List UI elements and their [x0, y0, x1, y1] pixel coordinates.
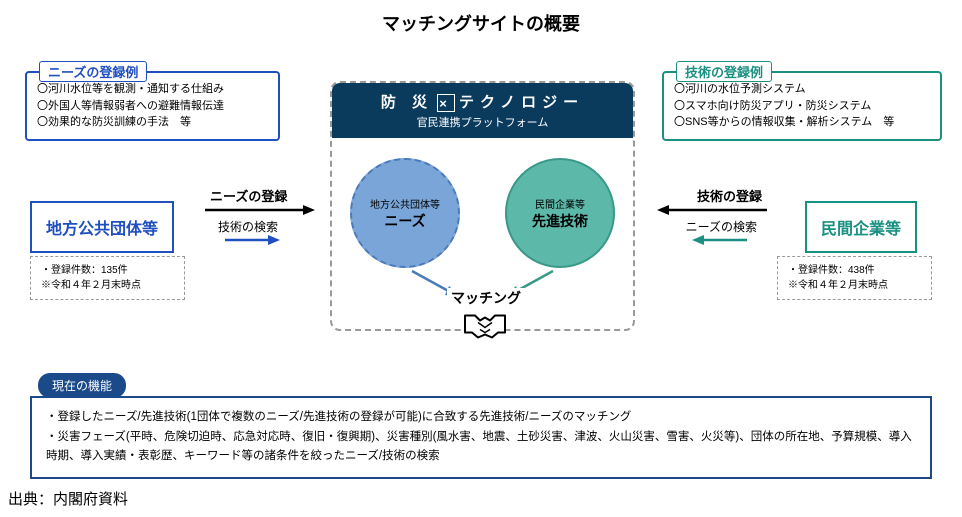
needs-callout-header: ニーズの登録例	[39, 61, 147, 82]
handshake-icon	[460, 305, 510, 345]
functions-badge: 現在の機能	[38, 373, 126, 398]
function-item: ・登録したニーズ/先進技術(1団体で複数のニーズ/先進技術の登録が可能)に合致す…	[46, 408, 916, 428]
local-gov-entity: 地方公共団体等	[30, 201, 174, 253]
needs-example-item: 〇河川水位等を観測・通知する仕組み	[37, 81, 268, 98]
needs-examples-callout: ニーズの登録例 〇河川水位等を観測・通知する仕組み 〇外国人等情報弱者への避難情…	[25, 71, 280, 141]
needs-register-label: ニーズの登録	[210, 186, 287, 205]
tech-example-item: 〇河川の水位予測システム	[674, 81, 930, 98]
tech-example-item: 〇SNS等からの情報収集・解析システム 等	[674, 114, 930, 131]
tech-register-label: 技術の登録	[697, 186, 762, 205]
needs-circle-sub: 地方公共団体等	[370, 196, 440, 211]
stats-note: ※令和４年２月末時点	[41, 278, 174, 293]
private-entity: 民間企業等	[805, 201, 917, 253]
tech-examples-callout: 技術の登録例 〇河川の水位予測システム 〇スマホ向け防災アプリ・防災システム 〇…	[662, 71, 942, 141]
function-item: ・災害フェーズ(平時、危険切迫時、応急対応時、復旧・復興期)、災害種別(風水害、…	[46, 428, 916, 467]
tech-circle-sub: 民間企業等	[535, 196, 585, 211]
tech-callout-header: 技術の登録例	[676, 61, 772, 82]
needs-circle: 地方公共団体等 ニーズ	[350, 158, 460, 268]
platform-header: 防 災×テクノロジー 官民連携プラットフォーム	[332, 83, 633, 138]
source-label: 出典：内閣府資料	[8, 488, 128, 509]
local-gov-stats: ・登録件数：135件 ※令和４年２月末時点	[30, 256, 185, 300]
functions-box: ・登録したニーズ/先進技術(1団体で複数のニーズ/先進技術の登録が可能)に合致す…	[30, 396, 932, 479]
tech-search-label: 技術の検索	[218, 218, 278, 235]
tech-search-arrow-icon	[225, 234, 280, 246]
stats-count: ・登録件数：438件	[788, 263, 921, 278]
needs-search-label: ニーズの検索	[686, 218, 757, 235]
tech-example-item: 〇スマホ向け防災アプリ・防災システム	[674, 98, 930, 115]
page-title: マッチングサイトの概要	[0, 0, 962, 36]
stats-count: ・登録件数：135件	[41, 263, 174, 278]
needs-example-item: 〇外国人等情報弱者への避難情報伝達	[37, 98, 268, 115]
private-stats: ・登録件数：438件 ※令和４年２月末時点	[777, 256, 932, 300]
tech-circle-main: 先進技術	[532, 211, 588, 231]
needs-example-item: 〇効果的な防災訓練の手法 等	[37, 114, 268, 131]
needs-circle-main: ニーズ	[384, 211, 425, 231]
needs-register-arrow-icon	[205, 204, 315, 216]
cross-icon: ×	[437, 94, 455, 112]
functions-section: 現在の機能 ・登録したニーズ/先進技術(1団体で複数のニーズ/先進技術の登録が可…	[30, 373, 932, 479]
platform-title: 防 災×テクノロジー	[340, 91, 625, 112]
tech-register-arrow-icon	[657, 204, 767, 216]
needs-search-arrow-icon	[692, 234, 747, 246]
tech-circle: 民間企業等 先進技術	[505, 158, 615, 268]
platform-panel: 防 災×テクノロジー 官民連携プラットフォーム 地方公共団体等 ニーズ 民間企業…	[330, 81, 635, 331]
platform-subtitle: 官民連携プラットフォーム	[340, 114, 625, 130]
stats-note: ※令和４年２月末時点	[788, 278, 921, 293]
